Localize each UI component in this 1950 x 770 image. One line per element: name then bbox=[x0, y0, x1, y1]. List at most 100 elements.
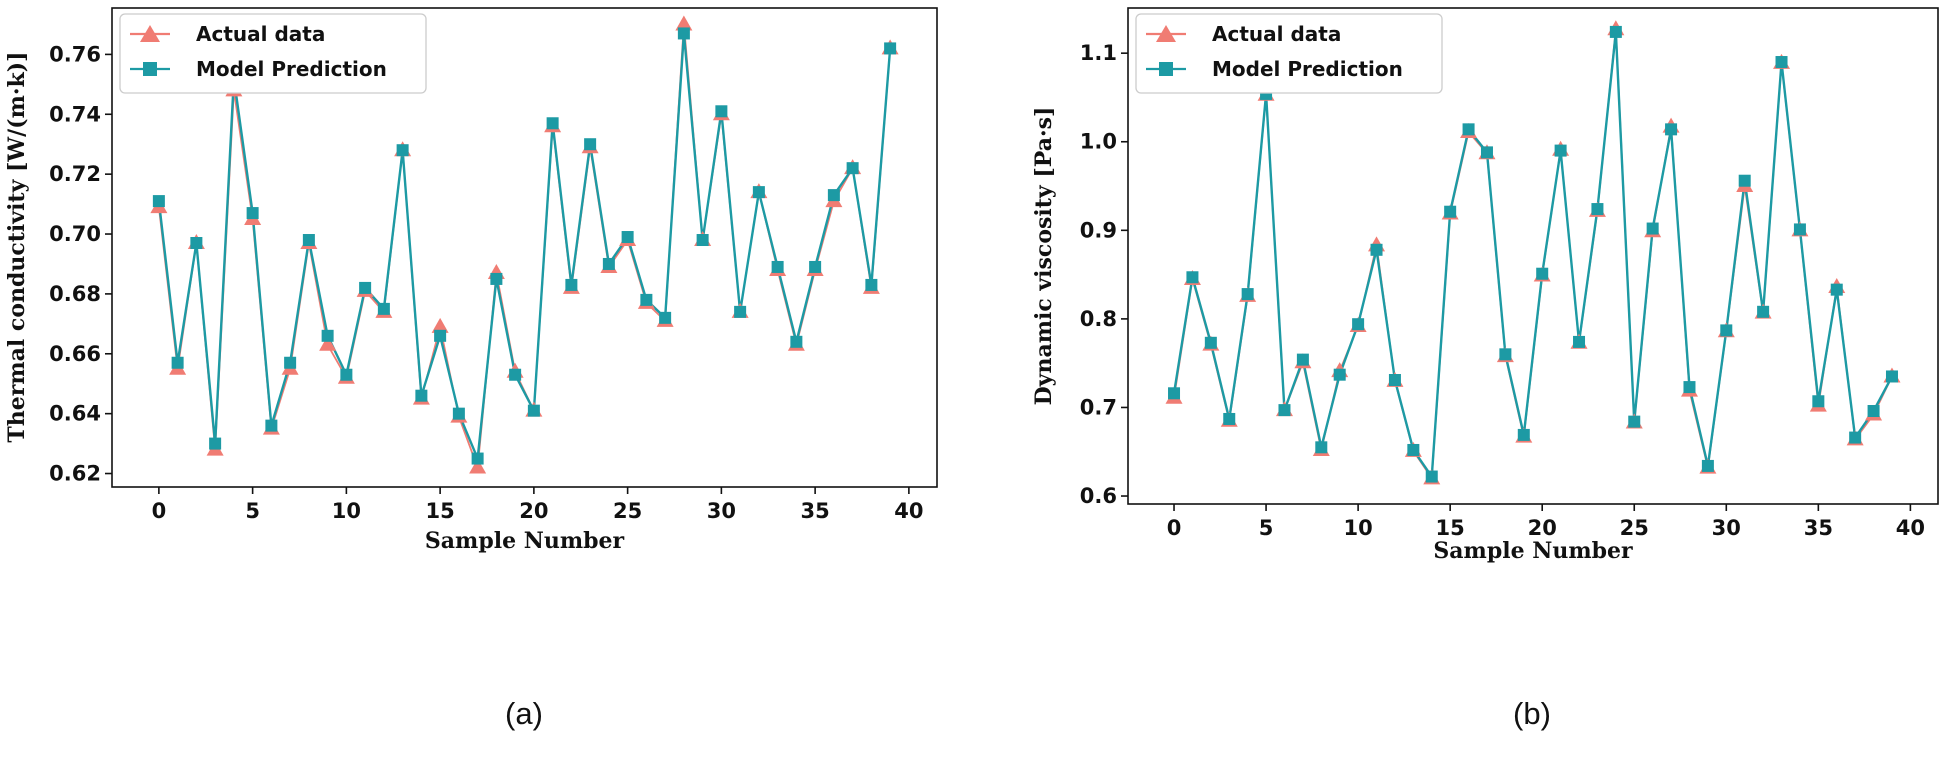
b-prediction-point bbox=[1278, 404, 1291, 417]
a-prediction-point bbox=[284, 356, 297, 369]
b-prediction-point bbox=[1757, 305, 1770, 318]
a-prediction-point bbox=[171, 356, 184, 369]
b-xtick-label: 0 bbox=[1167, 516, 1182, 540]
b-prediction-point bbox=[1517, 428, 1530, 441]
a-prediction-point bbox=[152, 195, 165, 208]
b-prediction-point bbox=[1462, 123, 1475, 136]
a-prediction-point bbox=[471, 452, 484, 465]
a-prediction-point bbox=[490, 272, 503, 285]
a-xtick-label: 15 bbox=[426, 499, 455, 523]
b-prediction-point bbox=[1480, 146, 1493, 159]
chart-a-ylabel: Thermal conductivity [W/(m·k)] bbox=[4, 51, 30, 442]
b-prediction-point bbox=[1499, 348, 1512, 361]
b-prediction-point bbox=[1352, 318, 1365, 331]
b-prediction-point bbox=[1609, 25, 1622, 38]
a-prediction-point bbox=[846, 162, 859, 175]
b-prediction-point bbox=[1536, 267, 1549, 280]
b-prediction-point bbox=[1186, 271, 1199, 284]
a-prediction-point bbox=[321, 329, 334, 342]
b-prediction-point bbox=[1370, 243, 1383, 256]
b-prediction-point bbox=[1223, 412, 1236, 425]
a-line-prediction bbox=[157, 32, 892, 460]
a-prediction-point bbox=[302, 234, 315, 247]
a-ytick-label: 0.62 bbox=[49, 462, 101, 486]
chart-b-xlabel: Sample Number bbox=[1433, 538, 1633, 564]
b-prediction-point bbox=[1738, 174, 1751, 187]
a-ytick-label: 0.70 bbox=[49, 222, 101, 246]
chart-b-ylabel: Dynamic viscosity [Pa·s] bbox=[1031, 107, 1057, 406]
b-prediction-point bbox=[1812, 395, 1825, 408]
chart-b-ticks: 0 5 10 15 20 25 30 35 40 0.6 0.7 0.8 0.9 1.0 1.1 bbox=[1080, 41, 1925, 540]
a-xtick-label: 35 bbox=[801, 499, 830, 523]
b-prediction-point bbox=[1683, 381, 1696, 394]
b-prediction-point bbox=[1867, 405, 1880, 417]
a-prediction-point bbox=[677, 27, 690, 40]
a-prediction-point bbox=[640, 293, 653, 306]
a-ytick-label: 0.66 bbox=[49, 342, 101, 366]
a-ytick-label: 0.68 bbox=[49, 282, 101, 306]
b-prediction-point bbox=[1665, 123, 1678, 136]
a-ytick-label: 0.72 bbox=[49, 162, 101, 186]
a-prediction-point bbox=[621, 231, 634, 244]
chart-a-lines bbox=[157, 23, 892, 469]
a-prediction-point bbox=[359, 281, 372, 294]
b-prediction-point bbox=[1793, 223, 1806, 236]
chart-a-legend-actual-label: Actual data bbox=[196, 22, 325, 46]
a-prediction-point bbox=[734, 305, 747, 318]
a-xtick-label: 0 bbox=[152, 499, 167, 523]
chart-b-legend-box bbox=[1135, 13, 1443, 94]
b-prediction-point bbox=[1628, 415, 1641, 428]
a-prediction-point bbox=[509, 368, 522, 381]
b-xtick-label: 15 bbox=[1436, 516, 1465, 540]
a-prediction-point bbox=[415, 389, 428, 402]
a-prediction-point bbox=[659, 311, 672, 324]
b-prediction-point bbox=[1388, 374, 1401, 386]
chart-a-ticks: 0 5 10 15 20 25 30 35 40 0.62 0.64 0.66 0.68 0.70 0.72… bbox=[49, 42, 923, 523]
chart-a-legend: Actual data Model Prediction bbox=[119, 13, 427, 94]
b-xtick-label: 30 bbox=[1712, 516, 1741, 540]
b-prediction-point bbox=[1573, 335, 1586, 348]
b-prediction-point bbox=[1168, 387, 1181, 400]
b-prediction-point bbox=[1407, 443, 1420, 456]
a-prediction-point bbox=[771, 260, 784, 273]
b-prediction-point bbox=[1296, 353, 1309, 366]
b-ytick-label: 0.9 bbox=[1080, 218, 1117, 242]
a-ytick-label: 0.76 bbox=[49, 42, 101, 66]
a-prediction-point bbox=[546, 117, 559, 130]
b-ytick-label: 1.1 bbox=[1080, 41, 1117, 65]
b-xtick-label: 5 bbox=[1259, 516, 1274, 540]
chart-b-lines bbox=[1172, 28, 1894, 480]
a-prediction-point bbox=[340, 368, 353, 381]
b-xtick-label: 25 bbox=[1620, 516, 1649, 540]
b-prediction-point bbox=[1720, 324, 1733, 337]
b-xtick-label: 35 bbox=[1804, 516, 1833, 540]
a-xtick-label: 20 bbox=[519, 499, 548, 523]
b-prediction-point bbox=[1775, 56, 1788, 69]
chart-b-caption: (b) bbox=[1513, 696, 1551, 731]
a-prediction-point bbox=[434, 329, 447, 342]
a-xtick-label: 40 bbox=[894, 499, 923, 523]
b-xtick-label: 10 bbox=[1343, 516, 1372, 540]
b-prediction-point bbox=[1554, 144, 1567, 157]
a-prediction-point bbox=[396, 144, 409, 157]
chart-a-caption: (a) bbox=[505, 696, 543, 731]
chart-a: 0 5 10 15 20 25 30 35 40 0.62 0.64 0.66 0.68 0.70 0.72… bbox=[4, 7, 938, 731]
a-prediction-point bbox=[715, 105, 728, 118]
chart-a-legend-actual-marker bbox=[140, 25, 160, 42]
chart-b: 0 5 10 15 20 25 30 35 40 0.6 0.7 0.8 0.9 1.0 1.1 Sampl… bbox=[1031, 7, 1939, 731]
a-prediction-point bbox=[377, 302, 390, 315]
b-prediction-point bbox=[1204, 336, 1217, 349]
b-prediction-point bbox=[1830, 283, 1843, 296]
a-prediction-point bbox=[865, 278, 878, 291]
b-ytick-label: 1.0 bbox=[1080, 130, 1117, 154]
a-xtick-label: 5 bbox=[245, 499, 260, 523]
a-prediction-point bbox=[827, 189, 840, 202]
a-prediction-point bbox=[790, 335, 803, 348]
b-prediction-point bbox=[1849, 431, 1862, 444]
b-ytick-label: 0.7 bbox=[1080, 395, 1117, 419]
a-xtick-label: 25 bbox=[613, 499, 642, 523]
b-xtick-label: 40 bbox=[1896, 516, 1925, 540]
b-prediction-point bbox=[1241, 288, 1254, 301]
a-prediction-point bbox=[265, 419, 278, 432]
